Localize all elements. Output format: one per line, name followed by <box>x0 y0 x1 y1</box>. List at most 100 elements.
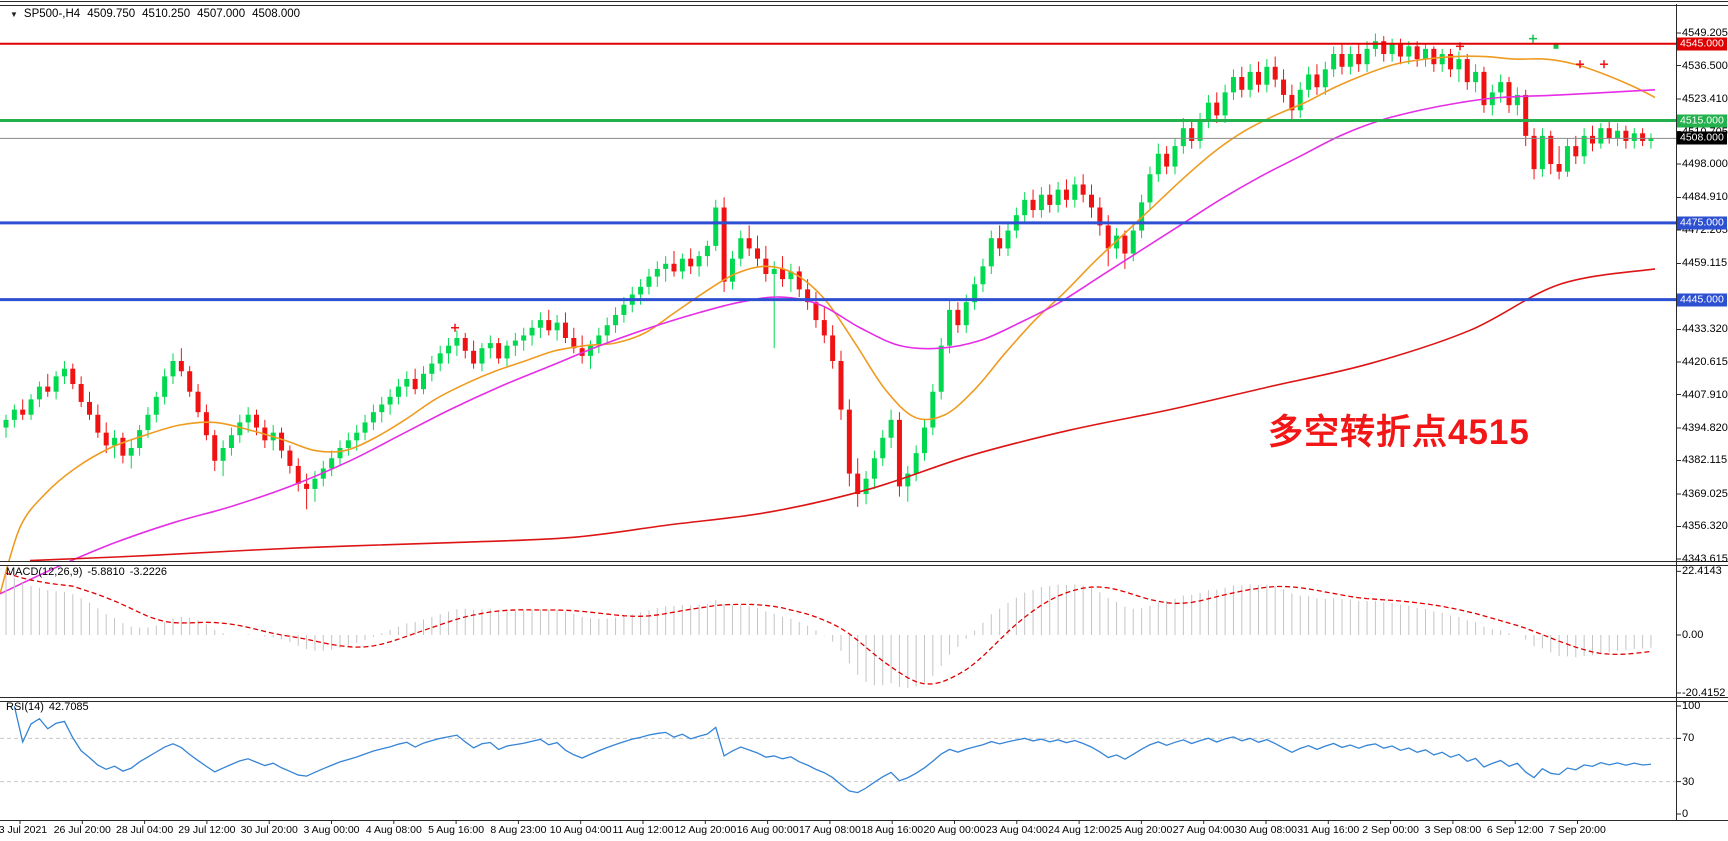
candle-body <box>1389 43 1395 54</box>
candle-body <box>1030 199 1036 211</box>
chart-menu-triangle-icon[interactable]: ▼ <box>10 10 18 19</box>
price-axis-label: 4394.820 <box>1682 421 1728 434</box>
price-badge-4515.000: 4515.000 <box>1677 114 1727 127</box>
candle-body <box>78 384 84 402</box>
candle-body <box>95 414 101 433</box>
candle-body <box>1464 59 1470 83</box>
candle-body <box>1247 71 1253 90</box>
candle-body <box>955 309 961 326</box>
candle-body <box>1448 53 1454 70</box>
candle-body <box>254 414 259 428</box>
time-axis-label: 30 Jul 20:00 <box>240 824 298 836</box>
time-axis-label: 7 Sep 20:00 <box>1549 824 1606 836</box>
candle-body <box>963 302 969 326</box>
candle-body <box>1089 194 1094 208</box>
time-axis-label: 10 Aug 04:00 <box>549 824 612 836</box>
candle-body <box>178 361 184 372</box>
candle-body <box>1531 135 1537 170</box>
candle-body <box>780 268 786 280</box>
candle-body <box>930 391 936 428</box>
candle-body <box>805 289 811 303</box>
candle-body <box>771 268 777 275</box>
candle-body <box>521 335 527 341</box>
price-axis-label: 4498.000 <box>1682 158 1728 170</box>
rsi-indicator-label: RSI(14) 42.7085 <box>6 701 94 713</box>
candle-body <box>813 302 819 321</box>
rsi-axis-label: 70 <box>1682 732 1695 745</box>
candle-body <box>454 337 460 346</box>
time-axis-label: 27 Aug 04:00 <box>1172 824 1235 836</box>
candle-body <box>1172 146 1178 167</box>
time-axis-label: 28 Jul 04:00 <box>115 824 174 836</box>
candle-body <box>1322 69 1328 88</box>
candle-body <box>638 286 644 295</box>
candle-body <box>1481 71 1487 106</box>
candle-body <box>738 238 744 259</box>
price-axis-label: 4523.410 <box>1682 92 1728 105</box>
candle-body <box>704 245 710 257</box>
candle-body <box>613 314 619 326</box>
candle-body <box>295 465 301 484</box>
candle-body <box>304 483 310 489</box>
price-scale-border <box>1676 4 1677 820</box>
bar-high-value: 4510.250 <box>142 8 191 20</box>
candle-body <box>1631 133 1637 141</box>
candle-body <box>1598 128 1604 144</box>
candle-body <box>596 335 602 346</box>
macd-indicator-label: MACD(12,26,9) -5.8810 -3.2226 <box>6 566 172 578</box>
candle-body <box>1640 133 1646 141</box>
candle-body <box>162 376 168 397</box>
candle-body <box>404 378 410 387</box>
candle-body <box>1590 135 1595 144</box>
candle-body <box>362 422 368 433</box>
candle-body <box>1222 92 1228 116</box>
candle-body <box>412 378 418 390</box>
macd-rsi-splitter[interactable] <box>0 697 1728 702</box>
candle-body <box>1564 146 1570 172</box>
candle-body <box>245 414 251 423</box>
window-top-border <box>0 1 1728 6</box>
candle-body <box>1047 194 1053 205</box>
candle-body <box>70 368 76 385</box>
candle-body <box>370 412 376 423</box>
time-axis-label: 12 Aug 20:00 <box>674 824 737 836</box>
candle-body <box>888 419 894 438</box>
candle-body <box>120 437 126 456</box>
candle-body <box>1623 130 1629 141</box>
price-axis-label: 4343.615 <box>1682 553 1728 565</box>
time-axis-label: 29 Jul 12:00 <box>178 824 236 836</box>
candle-body <box>1548 135 1554 165</box>
candle-body <box>1314 74 1320 88</box>
candle-body <box>1297 89 1303 111</box>
candle-body <box>1556 164 1562 172</box>
chart-text-annotation[interactable]: 多空转折点4515 <box>1268 413 1530 452</box>
candle-body <box>679 258 685 272</box>
candle-body <box>36 386 42 400</box>
candle-body <box>1038 194 1044 211</box>
main-macd-splitter[interactable] <box>0 561 1728 566</box>
time-axis-label: 5 Aug 16:00 <box>428 824 485 836</box>
candle-body <box>796 271 802 290</box>
candle-body <box>1439 53 1445 65</box>
trade-cross-marker <box>1600 60 1608 69</box>
candle-body <box>203 412 209 436</box>
candle-body <box>1339 53 1345 67</box>
symbol-timeframe-label: SP500-,H4 <box>23 8 81 20</box>
candle-body <box>312 478 318 489</box>
candle-body <box>487 343 493 349</box>
candle-body <box>1514 94 1520 106</box>
candle-body <box>87 401 92 415</box>
candle-body <box>788 271 794 280</box>
candle-body <box>187 371 193 392</box>
candle-body <box>1122 235 1128 254</box>
price-badge-4445.000: 4445.000 <box>1677 293 1727 307</box>
candle-body <box>137 430 143 449</box>
price-badge-4475.000: 4475.000 <box>1677 216 1727 230</box>
trade-cross-marker <box>1576 60 1584 69</box>
candle-body <box>1055 189 1061 205</box>
slow-ma-line <box>29 268 1656 562</box>
candle-body <box>997 238 1003 249</box>
time-axis-label: 20 Aug 00:00 <box>923 824 986 836</box>
candle-body <box>1581 135 1587 157</box>
